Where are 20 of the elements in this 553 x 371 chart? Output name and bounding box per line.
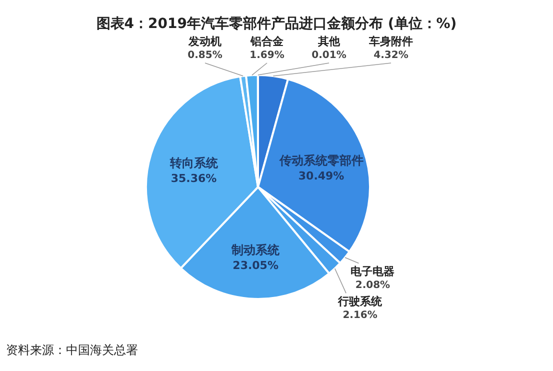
slice-label: 其他: [317, 35, 341, 48]
data-label: 2.08%: [355, 280, 390, 292]
slice-label: 铝合金: [250, 35, 284, 48]
slice-label: 行驶系统: [337, 295, 384, 308]
data-label: 2.16%: [342, 310, 378, 322]
data-label: 23.05%: [232, 259, 279, 272]
slice-label: 传动系统零部件: [278, 153, 364, 168]
text: 资料来源：中国海关总署: [6, 343, 138, 357]
data-label: 0.01%: [312, 50, 346, 61]
slice-label: 发动机: [188, 35, 222, 48]
data-label: 30.49%: [298, 169, 344, 182]
slice-label: 转向系统: [168, 156, 219, 170]
slice-label: 电子电器: [350, 265, 395, 278]
data-label: 4.32%: [374, 50, 408, 61]
slice-label: 车身附件: [368, 35, 413, 48]
data-label: 1.69%: [250, 50, 284, 61]
data-label: 0.85%: [188, 50, 222, 61]
slice-label: 制动系统: [230, 243, 281, 258]
data-label: 35.36%: [170, 172, 217, 186]
chart-title: 图表4：2019年汽车零部件产品进口金额分布 (单位：%): [96, 15, 457, 32]
